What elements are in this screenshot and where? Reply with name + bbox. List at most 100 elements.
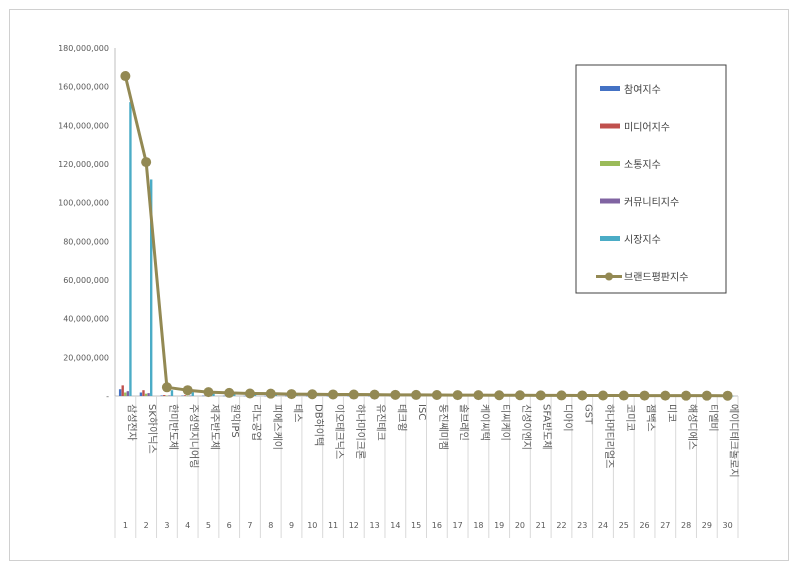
x-rank-label: 5 [206,521,211,530]
x-rank-label: 26 [639,521,649,530]
line-point [722,390,733,401]
line-point [431,389,442,400]
line-point [660,390,671,401]
x-rank-label: 23 [577,521,587,530]
legend-swatch [600,236,620,241]
bar [144,393,148,396]
x-rank-label: 3 [164,521,169,530]
bar [124,392,127,396]
x-rank-label: 7 [247,521,252,530]
legend-swatch [600,198,620,204]
bar [150,179,153,396]
y-tick-label: 120,000,000 [58,160,109,169]
line-point [307,389,318,400]
y-tick-label: 180,000,000 [58,44,109,53]
legend-box [575,64,727,294]
bar [183,395,187,396]
legend-swatch [600,161,620,166]
x-rank-label: 10 [307,521,317,530]
bar [243,395,246,397]
line-point [556,390,567,401]
bar [191,392,194,396]
line-point [120,71,131,82]
y-tick-label: 140,000,000 [58,121,109,130]
x-tick-label: 삼성전자 [125,404,137,441]
legend-swatch [600,123,620,129]
x-rank-label: 15 [411,521,421,530]
bar [181,395,184,397]
y-tick-label: 40,000,000 [63,315,109,324]
x-tick-label: GST [582,404,593,425]
bar [326,395,329,397]
bar [285,395,288,397]
x-rank-label: 20 [515,521,525,530]
x-rank-label: 6 [227,521,232,530]
line-point [494,390,505,401]
x-tick-label: 테스 [292,404,304,422]
line-point [141,157,152,168]
x-tick-label: 미코 [665,404,677,422]
legend-label: 시장지수 [624,234,661,246]
bar [160,395,163,396]
chart-frame: 180,000,000 160,000,000 140,000,000 120,000… [9,9,789,561]
x-rank-label: 30 [723,521,733,530]
bar [142,390,145,396]
x-rank-label: 25 [619,521,629,530]
x-tick-label: 코미코 [624,404,636,432]
y-tick-label: 80,000,000 [63,237,109,246]
x-rank-label: 27 [660,521,670,530]
line-point [244,388,255,399]
x-tick-label: 제주반도체 [208,404,220,450]
legend-label: 참여지수 [624,84,661,96]
line-point [161,382,172,393]
bar [305,395,309,397]
x-rank-label: 4 [185,521,190,530]
bar [129,102,132,396]
x-tick-label: DB하이텍 [312,404,325,446]
x-rank-label: 28 [681,521,691,530]
x-tick-label: 유진테크 [375,404,387,441]
y-tick-label: 160,000,000 [58,83,109,92]
x-rank-label: 19 [494,521,504,530]
x-rank-label: 12 [349,521,359,530]
chart-svg: 180,000,000 160,000,000 140,000,000 120,000… [58,44,740,538]
line-point [203,387,214,398]
x-tick-label: SK하이닉스 [146,404,159,454]
x-rank-label: 17 [453,521,463,530]
bar [731,395,734,397]
x-tick-label: ISC [416,404,427,420]
line-point [224,387,235,398]
x-rank-label: 16 [432,521,442,530]
bar [126,391,130,396]
line-point [618,390,629,401]
bar [170,390,174,396]
x-tick-label: 신성이엔지 [520,404,532,450]
x-tick-label: 해성디에스 [686,404,699,450]
x-tick-label: 피에스케이 [271,404,283,450]
line-point [265,388,276,399]
line-point [535,390,546,401]
legend-swatch [600,86,620,91]
x-tick-label: 리노공업 [250,404,263,441]
x-tick-label: 티엘비 [707,404,720,432]
x-tick-label: 티씨케이 [499,404,511,441]
x-rank-label: 29 [702,521,712,530]
bar [274,394,277,396]
line-point [577,390,588,401]
line-point [286,389,297,400]
bar [121,385,124,396]
line-point [514,390,525,401]
x-rank-label: 13 [369,521,379,530]
x-rank-label: 18 [473,521,483,530]
x-tick-label: 주성엔지니어링 [188,404,200,468]
line-point [411,389,422,400]
bar [253,394,257,396]
line-point [681,390,692,401]
line-point [182,385,193,396]
line-point [328,389,339,400]
bar [163,395,166,396]
bar [186,395,189,397]
y-tick-label: 100,000,000 [58,199,109,208]
line-point [473,390,484,401]
x-tick-label: 하나마이크론 [354,404,367,459]
